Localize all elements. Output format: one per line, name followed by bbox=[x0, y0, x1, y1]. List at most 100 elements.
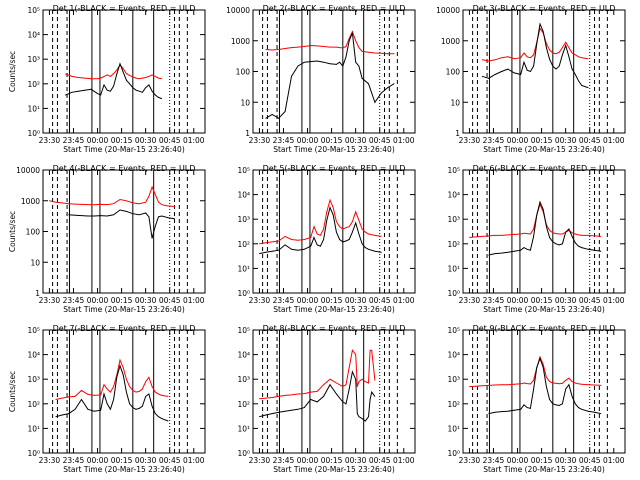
data-point bbox=[546, 376, 547, 378]
data-point bbox=[65, 94, 66, 96]
y-tick-label: 10 bbox=[240, 98, 250, 107]
data-point bbox=[539, 201, 541, 203]
data-point bbox=[568, 377, 570, 379]
x-tick-label: 01:00 bbox=[603, 456, 625, 465]
data-point bbox=[361, 418, 363, 420]
x-tick-label: 00:00 bbox=[87, 456, 109, 465]
data-point bbox=[558, 383, 560, 385]
data-point bbox=[542, 31, 544, 32]
data-point bbox=[587, 384, 589, 386]
data-point bbox=[126, 378, 127, 380]
data-point bbox=[103, 84, 105, 86]
x-tick-label: 23:30 bbox=[39, 136, 61, 145]
data-point bbox=[507, 251, 509, 253]
data-point bbox=[145, 381, 147, 382]
data-point bbox=[129, 386, 131, 388]
data-point bbox=[122, 68, 124, 69]
data-point bbox=[523, 382, 525, 384]
data-point bbox=[265, 414, 267, 416]
data-point bbox=[81, 390, 82, 391]
data-point bbox=[345, 56, 347, 58]
x-tick-label: 00:00 bbox=[297, 136, 319, 145]
data-point bbox=[145, 212, 147, 214]
data-point bbox=[348, 239, 350, 240]
data-point bbox=[132, 407, 134, 409]
data-point bbox=[587, 248, 589, 250]
data-point bbox=[352, 32, 353, 34]
data-point bbox=[336, 64, 337, 65]
data-point bbox=[339, 239, 341, 240]
data-point bbox=[113, 73, 114, 74]
data-point bbox=[345, 46, 347, 47]
panel-title: Det 3(-BLACK = Events, RED = ULD bbox=[473, 4, 616, 13]
x-tick-label: 23:30 bbox=[249, 136, 271, 145]
y-tick-label: 10⁰ bbox=[237, 289, 250, 298]
y-tick-label: 10¹ bbox=[447, 424, 460, 433]
data-point bbox=[154, 94, 156, 96]
data-point bbox=[132, 390, 134, 391]
data-point bbox=[578, 80, 579, 82]
data-point bbox=[113, 85, 114, 87]
data-point bbox=[523, 247, 525, 249]
x-tick-label: 23:45 bbox=[483, 296, 505, 305]
x-axis-label: Start Time (20-Mar-15 23:26:40) bbox=[483, 465, 605, 474]
data-point bbox=[355, 378, 357, 380]
plot-frame bbox=[462, 329, 626, 454]
data-point bbox=[374, 250, 376, 252]
data-point bbox=[371, 391, 373, 393]
data-point bbox=[129, 403, 131, 405]
data-point bbox=[523, 232, 525, 234]
y-tick-label: 10⁰ bbox=[447, 289, 460, 298]
data-point bbox=[154, 194, 156, 195]
x-tick-label: 00:45 bbox=[369, 296, 391, 305]
data-point bbox=[278, 117, 280, 119]
panel-title: Det 4(-BLACK = Events, RED = ULD bbox=[53, 164, 196, 173]
data-point bbox=[364, 247, 366, 249]
data-point bbox=[501, 234, 502, 236]
x-tick-label: 00:30 bbox=[555, 136, 577, 145]
x-tick-label: 00:30 bbox=[135, 136, 157, 145]
events-series-line bbox=[259, 370, 376, 422]
data-point bbox=[81, 215, 82, 216]
data-point bbox=[374, 52, 376, 54]
data-point bbox=[568, 384, 570, 386]
data-point bbox=[352, 231, 353, 233]
data-point bbox=[148, 376, 150, 378]
data-point bbox=[565, 231, 567, 233]
data-point bbox=[138, 78, 140, 80]
y-tick-label: 10³ bbox=[237, 215, 250, 224]
data-point bbox=[138, 90, 140, 92]
y-tick-label: 10³ bbox=[447, 215, 460, 224]
y-axis-label: Counts/sec bbox=[8, 371, 17, 412]
data-point bbox=[520, 408, 522, 410]
panel-title: Det 9(-BLACK = Events, RED = ULD bbox=[473, 324, 616, 333]
data-point bbox=[323, 395, 324, 397]
data-point bbox=[507, 56, 509, 58]
data-point bbox=[571, 235, 573, 237]
data-point bbox=[138, 408, 140, 409]
y-tick-label: 10⁵ bbox=[27, 6, 40, 15]
data-point bbox=[581, 85, 583, 86]
data-point bbox=[265, 117, 267, 119]
plot-frame bbox=[252, 169, 416, 294]
data-point bbox=[549, 237, 551, 238]
data-point bbox=[393, 53, 395, 55]
data-point bbox=[129, 74, 131, 76]
data-point bbox=[361, 378, 363, 380]
data-point bbox=[84, 89, 86, 91]
data-point bbox=[558, 244, 560, 246]
detector-panel: Det 4(-BLACK = Events, RED = ULD 1 10 100 10… bbox=[8, 164, 206, 314]
data-point bbox=[568, 56, 570, 58]
data-point bbox=[116, 69, 118, 71]
data-point bbox=[339, 61, 341, 63]
data-point bbox=[100, 409, 102, 411]
data-point bbox=[549, 230, 551, 231]
data-point bbox=[93, 394, 95, 396]
data-point bbox=[475, 385, 477, 387]
data-point bbox=[513, 383, 515, 385]
uld-series-line bbox=[55, 358, 169, 400]
data-point bbox=[594, 411, 595, 413]
data-point bbox=[116, 73, 118, 75]
y-tick-label: 10² bbox=[27, 80, 40, 89]
data-point bbox=[558, 233, 560, 235]
